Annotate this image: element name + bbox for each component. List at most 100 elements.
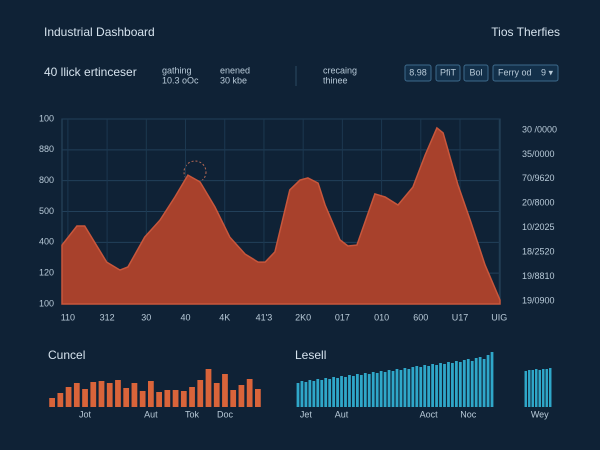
y2-tick-label: 30 /0000: [522, 124, 557, 134]
button-label[interactable]: Bol: [469, 67, 482, 77]
bar: [371, 372, 375, 407]
bar: [304, 382, 308, 407]
bar: [535, 369, 538, 407]
dropdown[interactable]: [492, 64, 559, 82]
bar: [423, 365, 427, 407]
button[interactable]: [404, 64, 432, 82]
bar: [246, 379, 253, 407]
bar: [106, 383, 113, 407]
bar: [340, 376, 343, 407]
bar: [387, 370, 391, 407]
bar: [474, 358, 478, 407]
bar: [324, 378, 328, 407]
stat-label: crecaing: [323, 65, 357, 75]
bar: [336, 378, 339, 407]
y2-tick-label: 19/8810: [522, 271, 555, 281]
y2-tick-label: 18/2520: [522, 247, 555, 257]
x-tick-label: Aut: [144, 409, 158, 419]
stat-value: 10.3 oOc: [162, 75, 199, 85]
button[interactable]: [463, 64, 489, 82]
bar: [148, 381, 154, 407]
title: Industrial Dashboard: [44, 25, 155, 39]
bar: [344, 377, 347, 407]
button-label[interactable]: PfiT: [440, 67, 457, 77]
bar: [391, 371, 395, 407]
x-tick-label: 010: [374, 312, 389, 322]
x-tick-label: 30: [141, 312, 151, 322]
x-tick-label: Wey: [531, 409, 549, 419]
bar: [328, 379, 332, 407]
bar: [348, 375, 351, 407]
bar: [411, 367, 415, 407]
bar: [296, 383, 300, 407]
bar: [447, 362, 450, 407]
bar: [538, 370, 541, 407]
x-tick-label: Aut: [335, 409, 349, 419]
bar: [443, 364, 446, 407]
x-tick-label: Doc: [217, 409, 234, 419]
x-tick-label: 41'3: [256, 312, 273, 322]
bar: [435, 365, 438, 407]
bar: [355, 374, 359, 407]
button-label[interactable]: 8.98: [409, 67, 427, 77]
headline: 40 llick ertinceser: [44, 65, 137, 79]
bar: [98, 381, 105, 407]
bar: [395, 369, 399, 407]
bar: [312, 381, 316, 407]
bar: [57, 393, 64, 407]
bar: [524, 371, 527, 407]
bar: [320, 380, 324, 407]
y2-tick-label: 20/8000: [522, 198, 555, 208]
bar: [531, 370, 534, 407]
bar: [431, 364, 435, 407]
bar: [379, 371, 383, 407]
bar: [65, 387, 72, 407]
x-tick-label: UIG: [491, 312, 507, 322]
bar: [131, 383, 138, 407]
bar: [375, 373, 379, 407]
bar: [164, 390, 171, 407]
bar: [545, 369, 548, 407]
bar: [439, 363, 442, 407]
bar: [462, 360, 466, 407]
dropdown-label[interactable]: Ferry od: [498, 67, 532, 77]
bar: [415, 366, 419, 407]
y-tick-label: 100: [39, 298, 54, 308]
bar: [255, 389, 261, 407]
bar: [90, 382, 97, 407]
bar: [73, 383, 80, 407]
button[interactable]: [435, 64, 461, 82]
bar: [542, 369, 545, 407]
y-tick-label: 800: [39, 175, 54, 185]
x-tick-label: 2K0: [295, 312, 311, 322]
bar: [478, 357, 482, 407]
bar: [399, 370, 403, 407]
bar: [383, 372, 387, 407]
bar: [139, 391, 146, 407]
y2-tick-label: 35/0000: [522, 149, 555, 159]
x-tick-label: Noc: [460, 409, 477, 419]
stat-value: thinee: [323, 75, 348, 85]
bar: [490, 352, 494, 407]
bar: [407, 369, 411, 407]
bar: [300, 381, 304, 407]
y2-tick-label: 70/9620: [522, 173, 555, 183]
y-tick-label: 100: [39, 113, 54, 123]
x-tick-label: 017: [335, 312, 350, 322]
bar: [470, 361, 474, 407]
bar: [367, 374, 371, 407]
bar: [359, 375, 363, 407]
bar: [213, 383, 220, 407]
bar: [458, 362, 462, 407]
bar: [197, 380, 204, 407]
bar: [49, 398, 55, 407]
bar: [486, 355, 490, 407]
bar: [230, 390, 237, 407]
bar: [332, 377, 336, 407]
bar: [308, 380, 312, 407]
dropdown-value[interactable]: 9 ▾: [541, 67, 554, 77]
y2-tick-label: 19/0900: [522, 295, 555, 305]
y2-tick-label: 10/2025: [522, 222, 555, 232]
